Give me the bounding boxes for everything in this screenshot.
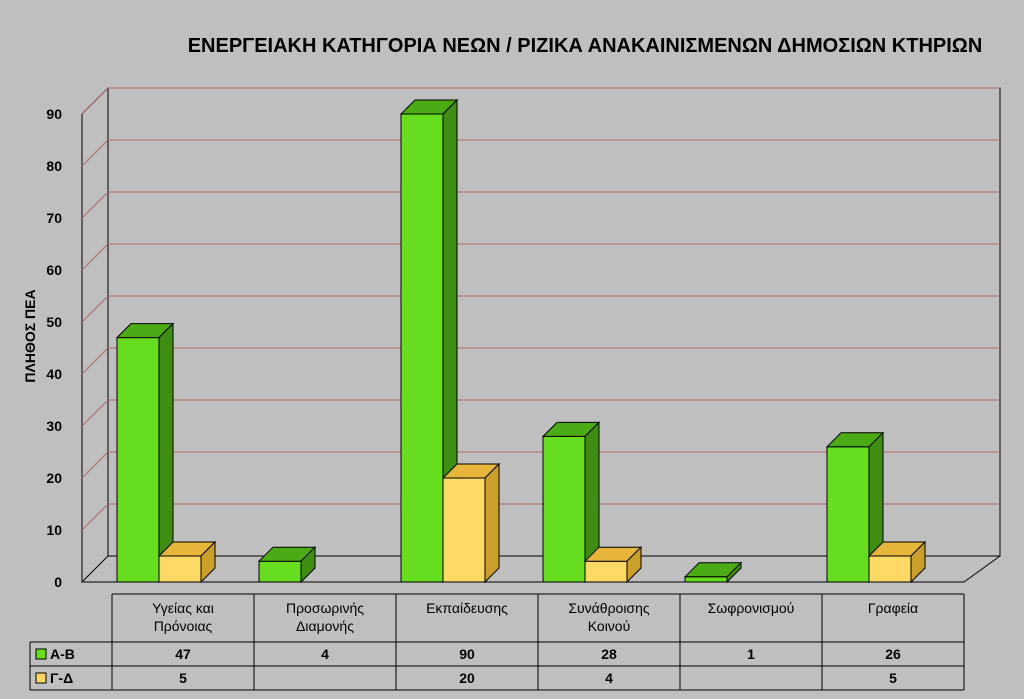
gridline-side	[81, 503, 109, 531]
bar-front	[116, 337, 160, 583]
x-tick-label: Υγείας και	[152, 600, 214, 616]
bar	[825, 431, 885, 584]
bar-front	[542, 435, 586, 583]
y-tick-label: 50	[46, 314, 62, 330]
gridline-side	[81, 347, 109, 375]
data-label: 5	[889, 670, 897, 686]
x-tick-label: Πρόνοιας	[154, 618, 213, 634]
y-tick-label: 60	[46, 262, 62, 278]
gridline-side	[81, 139, 109, 167]
x-tick-label: Σωφρονισμού	[708, 600, 795, 616]
bar	[157, 540, 217, 584]
y-tick-label: 40	[46, 366, 62, 382]
bar-front	[158, 555, 202, 583]
x-tick-label: Συνάθροισης	[568, 600, 649, 616]
bar-front	[868, 555, 912, 583]
x-tick-label: Εκπαίδευσης	[426, 600, 508, 616]
y-tick-label: 0	[54, 574, 62, 590]
chart-title: ΕΝΕΡΓΕΙΑΚΗ ΚΑΤΗΓΟΡΙΑ ΝΕΩΝ / ΡΙΖΙΚΑ ΑΝΑΚΑ…	[188, 35, 983, 57]
x-tick-label: Γραφεία	[868, 600, 918, 616]
y-tick-labels: 0 10 20 30 40 50 60 70 80 90	[46, 106, 62, 590]
gridline-side	[81, 399, 109, 427]
x-tick-label: Διαμονής	[296, 618, 354, 634]
y-tick-label: 70	[46, 210, 62, 226]
bar-side	[200, 540, 216, 584]
bar-side	[484, 462, 500, 584]
data-label: 4	[321, 646, 329, 662]
bar	[867, 540, 927, 584]
bar	[541, 421, 601, 584]
legend-swatch	[35, 672, 47, 684]
gridline-side	[81, 295, 109, 323]
bar	[399, 98, 459, 584]
gridlines	[81, 87, 1000, 531]
legend-entry: Γ-Δ	[50, 670, 73, 686]
y-tick-label: 30	[46, 418, 62, 434]
bar-side	[910, 540, 926, 584]
bars	[115, 98, 927, 584]
bar-front	[684, 576, 728, 583]
legend-swatch	[35, 648, 47, 660]
bar	[441, 462, 501, 584]
data-label: 4	[605, 670, 613, 686]
bar	[583, 545, 643, 584]
x-tick-label: Κοινού	[588, 618, 631, 634]
y-tick-label: 20	[46, 470, 62, 486]
y-tick-label: 90	[46, 106, 62, 122]
y-tick-label: 80	[46, 158, 62, 174]
bar-front	[258, 560, 302, 583]
bar-side	[726, 561, 742, 584]
bar	[257, 545, 317, 584]
gridline-side	[81, 451, 109, 479]
bar-side	[626, 545, 642, 584]
data-label: 5	[179, 670, 187, 686]
bar-front	[442, 477, 486, 583]
gridline-side	[81, 243, 109, 271]
bar-side	[158, 322, 174, 584]
bar	[115, 322, 175, 584]
data-label: 47	[175, 646, 191, 662]
data-label: 90	[459, 646, 475, 662]
data-label: 28	[601, 646, 617, 662]
data-label: 1	[747, 646, 755, 662]
y-tick-label: 10	[46, 522, 62, 538]
gridline-side	[81, 191, 109, 219]
data-label: 20	[459, 670, 475, 686]
data-table: Υγείας και Πρόνοιας Προσωρινής Διαμονής Εκπα…	[29, 593, 965, 691]
y-axis-label: ΠΛΗΘΟΣ ΠΕΑ	[22, 289, 38, 382]
legend-entry: Α-Β	[50, 646, 75, 662]
gridline-side	[81, 87, 109, 115]
bar-front	[400, 113, 444, 583]
data-label: 26	[885, 646, 901, 662]
floor-right-edge	[963, 555, 1001, 583]
bar-side	[300, 545, 316, 584]
bar	[683, 561, 743, 584]
x-tick-label: Προσωρινής	[286, 600, 364, 616]
bar-front	[826, 446, 870, 583]
bar-front	[584, 560, 628, 583]
